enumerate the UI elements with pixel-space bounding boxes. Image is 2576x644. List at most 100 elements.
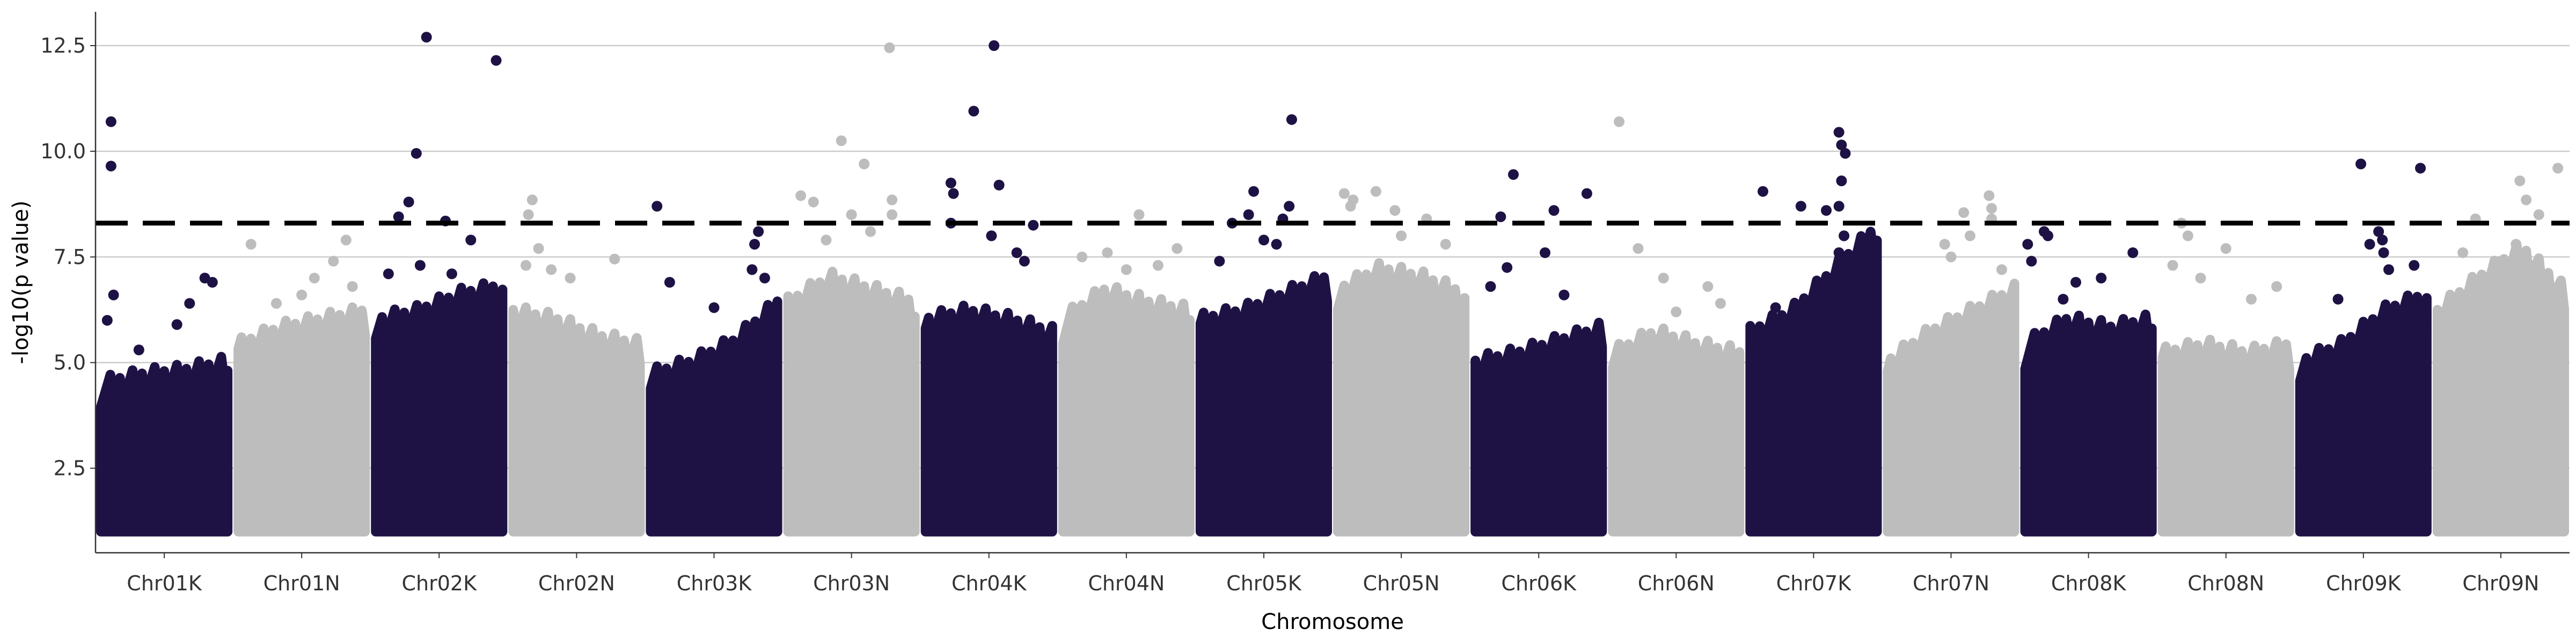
snp-point: [948, 188, 959, 199]
snp-point: [270, 298, 282, 309]
snp-point: [296, 289, 308, 301]
snp-point: [1502, 262, 1513, 273]
snp-point: [2332, 294, 2344, 305]
dense-points-Chr07K: [1745, 226, 1882, 537]
snp-point: [1028, 219, 1039, 231]
snp-point: [821, 235, 832, 246]
snp-point: [1396, 230, 1407, 241]
snp-point: [989, 40, 1000, 51]
snp-point: [2070, 277, 2081, 288]
x-tick-label: Chr01N: [264, 572, 340, 595]
snp-point: [753, 226, 764, 237]
dense-points-Chr07N: [1883, 279, 2019, 537]
snp-point: [520, 260, 531, 271]
chromosome-points-Chr09N: [2432, 163, 2569, 537]
snp-point: [207, 277, 218, 288]
x-tick-label: Chr05K: [1226, 572, 1302, 595]
snp-point: [383, 268, 394, 280]
dense-points-Chr04K: [920, 301, 1057, 537]
y-tick-label: 2.5: [54, 457, 86, 480]
snp-point: [708, 302, 720, 313]
snp-point: [523, 209, 534, 220]
snp-point: [859, 158, 870, 170]
snp-point: [1821, 205, 1832, 216]
y-axis-title: -log10(p value): [9, 201, 33, 364]
snp-point: [1485, 281, 1496, 292]
snp-point: [1102, 247, 1113, 258]
snp-point: [945, 177, 956, 188]
snp-point: [2378, 247, 2389, 258]
snp-point: [2364, 239, 2375, 250]
snp-point: [1840, 148, 1851, 159]
snp-point: [652, 201, 663, 212]
snp-point: [2195, 273, 2206, 284]
snp-point: [2521, 194, 2532, 206]
snp-point: [2533, 209, 2544, 220]
snp-point: [393, 211, 404, 222]
x-axis-ticks: Chr01K Chr01N Chr02K Chr02N Chr03K Chr03N Chr0…: [127, 553, 2539, 595]
snp-point: [1133, 209, 1145, 220]
x-tick-label: Chr04N: [1088, 572, 1165, 595]
snp-point: [1833, 127, 1845, 138]
dense-points-Chr02K: [371, 278, 508, 537]
snp-point: [993, 179, 1005, 191]
snp-point: [465, 235, 477, 246]
dense-points-Chr06N: [1608, 323, 1745, 537]
snp-point: [533, 243, 544, 254]
dense-points-Chr08K: [2020, 309, 2157, 537]
y-tick-label: 7.5: [54, 245, 86, 269]
snp-point: [1258, 235, 1269, 246]
x-tick-label: Chr09N: [2462, 572, 2539, 595]
snp-point: [1671, 306, 1682, 318]
chromosome-points-Chr04N: [1058, 209, 1195, 537]
snp-point: [105, 116, 116, 127]
dense-points-Chr03K: [646, 296, 782, 537]
snp-point: [2457, 247, 2469, 258]
dense-points-Chr03N: [783, 266, 920, 537]
snp-point: [1558, 289, 1570, 301]
snp-point: [133, 345, 144, 355]
dense-points-Chr06K: [1470, 318, 1607, 537]
snp-point: [2127, 247, 2139, 258]
grid-lines: [96, 45, 2570, 469]
snp-point: [887, 194, 898, 206]
snp-point: [1964, 230, 1975, 241]
snp-point: [1984, 190, 1995, 201]
dense-points-Chr01K: [96, 352, 233, 537]
snp-point: [1836, 175, 1847, 186]
chromosome-points-Chr04K: [920, 40, 1057, 537]
snp-point: [340, 235, 352, 246]
snp-point: [986, 230, 997, 241]
snp-point: [2043, 230, 2054, 241]
snp-point: [1770, 302, 1781, 313]
dense-points-Chr08N: [2157, 334, 2294, 537]
snp-point: [1345, 201, 1356, 212]
snp-point: [1996, 264, 2007, 275]
chromosome-points-Chr05K: [1195, 114, 1332, 537]
x-tick-label: Chr06N: [1638, 572, 1715, 595]
snp-point: [2167, 260, 2178, 271]
dense-points-Chr01N: [233, 302, 370, 537]
x-tick-label: Chr02N: [538, 572, 615, 595]
snp-point: [1338, 188, 1350, 199]
x-tick-label: Chr03N: [813, 572, 890, 595]
data-points: [96, 32, 2569, 537]
snp-point: [1284, 201, 1295, 212]
snp-point: [1214, 255, 1225, 267]
snp-point: [1833, 201, 1845, 212]
chromosome-points-Chr08N: [2157, 217, 2294, 537]
chromosome-points-Chr02N: [508, 194, 645, 537]
snp-point: [1795, 201, 1806, 212]
snp-point: [105, 160, 116, 172]
snp-point: [446, 268, 457, 280]
snp-point: [1614, 116, 1625, 127]
snp-point: [836, 135, 847, 147]
snp-point: [749, 239, 760, 250]
snp-point: [1986, 203, 1997, 214]
snp-point: [1243, 209, 1254, 220]
snp-point: [609, 253, 620, 265]
chromosome-points-Chr02K: [371, 32, 508, 537]
snp-point: [1836, 140, 1847, 151]
snp-point: [1389, 205, 1401, 216]
